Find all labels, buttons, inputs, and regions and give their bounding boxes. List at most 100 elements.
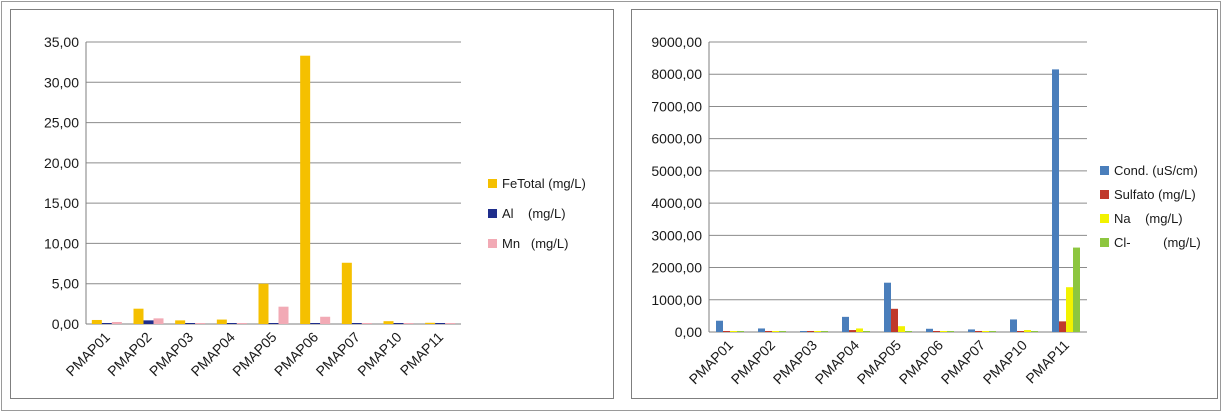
right-chart: 0,00 1000,00 2000,00 3000,00 4000,00 5000,00 6…: [651, 34, 1201, 388]
legend-swatch: [1100, 214, 1109, 223]
bar-pmap01-series-2: [111, 321, 122, 324]
y-tick-label: 0,00: [52, 316, 79, 332]
bar-pmap05-series-1: [268, 323, 279, 324]
y-tick-label: 35,00: [44, 34, 79, 50]
bar-pmap07-series-1: [351, 323, 362, 324]
x-tick-label: PMAP06: [271, 329, 322, 380]
x-tick-label: PMAP01: [63, 329, 114, 380]
right-chart-panel: 0,00 1000,00 2000,00 3000,00 4000,00 5000,00 6…: [631, 9, 1218, 399]
bar-pmap11-series-2: [1066, 287, 1073, 332]
x-tick-label: PMAP01: [686, 337, 737, 388]
bar-pmap07-series-0: [968, 329, 975, 332]
bar-pmap11-series-2: [445, 323, 456, 324]
legend-label: Cl- (mg/L): [1114, 235, 1201, 250]
bar-pmap03-series-1: [185, 323, 196, 324]
bar-pmap10-series-3: [1031, 331, 1038, 332]
x-tick-label: PMAP05: [229, 329, 280, 380]
y-tick-label: 6000,00: [651, 131, 702, 147]
bar-pmap07-series-2: [361, 323, 372, 324]
legend-label: FeTotal (mg/L): [502, 176, 586, 191]
x-tick-label: PMAP06: [896, 337, 947, 388]
bar-pmap07-series-3: [989, 331, 996, 332]
bar-pmap01-series-0: [91, 319, 102, 324]
bar-pmap05-series-0: [258, 283, 269, 324]
x-tick-label: PMAP02: [728, 337, 779, 388]
y-tick-label: 10,00: [44, 235, 79, 251]
y-tick-label: 25,00: [44, 115, 79, 131]
bar-pmap06-series-0: [926, 328, 933, 332]
bar-pmap02-series-0: [758, 328, 765, 332]
legend-swatch: [1100, 166, 1109, 175]
bar-pmap11-series-0: [425, 322, 436, 324]
legend-swatch: [488, 239, 497, 248]
bar-pmap02-series-1: [765, 331, 772, 332]
bar-pmap02-series-1: [143, 320, 154, 324]
legend-label: Mn (mg/L): [502, 236, 568, 251]
bar-pmap06-series-2: [940, 331, 947, 332]
bar-pmap03-series-0: [175, 320, 186, 324]
bar-pmap02-series-0: [133, 308, 144, 324]
bar-pmap06-series-1: [933, 331, 940, 332]
bar-pmap02-series-2: [772, 331, 779, 332]
y-tick-label: 5,00: [52, 276, 79, 292]
x-tick-label: PMAP11: [1022, 337, 1072, 387]
left-chart-panel: 0,00 5,00 10,00 15,00 20,00 25,00 30,00 35,00 PM…: [10, 9, 614, 399]
x-tick-label: PMAP03: [146, 329, 197, 380]
bar-pmap10-series-0: [383, 321, 394, 324]
y-tick-label: 20,00: [44, 155, 79, 171]
bar-pmap04-series-0: [216, 319, 227, 324]
y-tick-label: 1000,00: [651, 292, 702, 308]
bar-pmap05-series-0: [884, 282, 891, 332]
x-tick-label: PMAP11: [397, 329, 447, 379]
bar-pmap03-series-2: [814, 331, 821, 332]
legend-label: Al (mg/L): [502, 206, 566, 221]
bar-pmap05-series-1: [891, 308, 898, 332]
bar-pmap06-series-1: [310, 323, 321, 324]
bar-pmap11-series-1: [1059, 321, 1066, 332]
bar-pmap10-series-2: [403, 323, 414, 324]
bar-pmap01-series-3: [737, 331, 744, 332]
x-tick-label: PMAP04: [188, 329, 239, 380]
bar-pmap11-series-1: [435, 323, 446, 324]
bar-pmap10-series-1: [393, 323, 404, 324]
bar-pmap10-series-2: [1024, 330, 1031, 332]
bar-pmap01-series-1: [723, 331, 730, 332]
bar-pmap04-series-1: [849, 330, 856, 332]
y-tick-label: 7000,00: [651, 98, 702, 114]
y-tick-label: 2000,00: [651, 260, 702, 276]
bar-pmap06-series-2: [320, 316, 331, 324]
y-tick-label: 4000,00: [651, 195, 702, 211]
bar-pmap05-series-3: [905, 331, 912, 332]
legend-label: Na (mg/L): [1114, 211, 1183, 226]
x-tick-label: PMAP02: [104, 329, 155, 380]
bar-pmap06-series-0: [300, 55, 311, 324]
legend-label: Cond. (uS/cm): [1114, 163, 1198, 178]
bar-pmap04-series-1: [226, 323, 237, 324]
bar-pmap05-series-2: [898, 326, 905, 332]
x-tick-label: PMAP10: [354, 329, 405, 380]
bar-pmap04-series-2: [856, 328, 863, 332]
bar-pmap03-series-3: [821, 331, 828, 332]
bar-pmap03-series-0: [800, 331, 807, 332]
bar-pmap01-series-2: [730, 331, 737, 332]
x-tick-label: PMAP05: [854, 337, 905, 388]
bar-pmap04-series-2: [236, 323, 247, 324]
bar-pmap07-series-1: [975, 331, 982, 332]
bar-pmap01-series-1: [101, 323, 112, 324]
bar-pmap10-series-0: [1010, 319, 1017, 332]
y-tick-label: 3000,00: [651, 227, 702, 243]
y-tick-label: 0,00: [675, 324, 702, 340]
legend-swatch: [1100, 190, 1109, 199]
left-chart: 0,00 5,00 10,00 15,00 20,00 25,00 30,00 35,00 PM…: [44, 34, 586, 380]
bar-pmap02-series-3: [779, 331, 786, 332]
x-tick-label: PMAP03: [770, 337, 821, 388]
x-tick-label: PMAP04: [812, 337, 863, 388]
bar-pmap02-series-2: [153, 318, 164, 324]
legend-label: Sulfato (mg/L): [1114, 187, 1196, 202]
bar-pmap07-series-2: [982, 331, 989, 332]
legend-swatch: [488, 209, 497, 218]
x-tick-label: PMAP07: [938, 337, 989, 388]
y-tick-label: 15,00: [44, 195, 79, 211]
bar-pmap01-series-0: [716, 320, 723, 332]
